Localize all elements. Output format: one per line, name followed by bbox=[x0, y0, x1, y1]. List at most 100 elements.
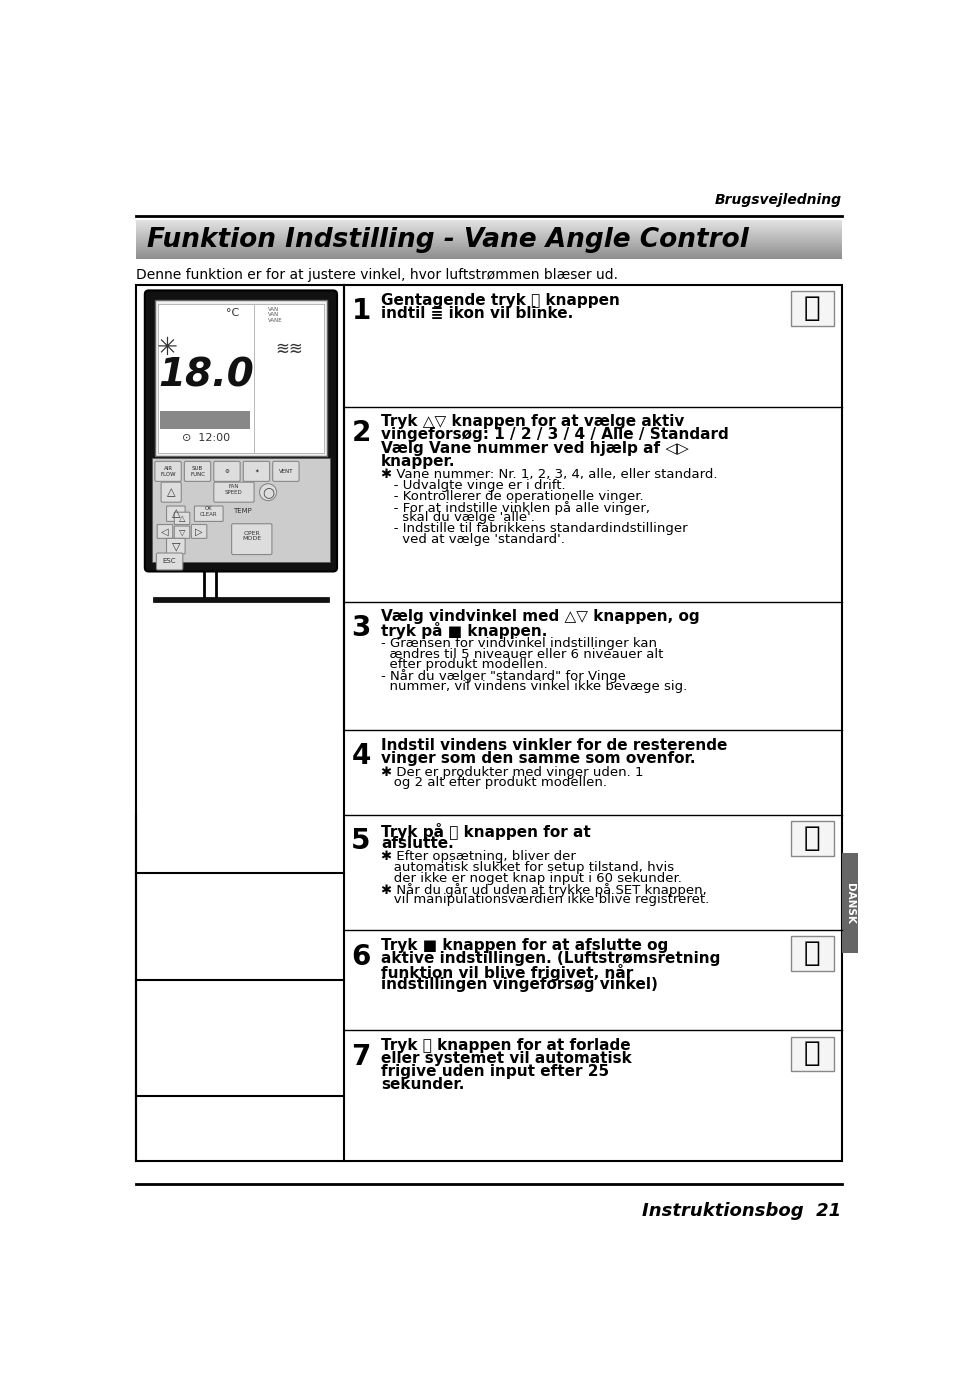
Text: ▽: ▽ bbox=[178, 528, 185, 536]
FancyBboxPatch shape bbox=[184, 462, 211, 482]
Text: AIR
FLOW: AIR FLOW bbox=[160, 466, 175, 477]
Text: afslutte.: afslutte. bbox=[381, 836, 454, 851]
Text: sekunder.: sekunder. bbox=[381, 1078, 464, 1092]
Text: 👆: 👆 bbox=[803, 939, 820, 967]
Text: ESC: ESC bbox=[163, 559, 176, 564]
Circle shape bbox=[259, 483, 276, 501]
Text: △: △ bbox=[172, 508, 180, 519]
Text: knapper.: knapper. bbox=[381, 454, 456, 469]
Text: der ikke er noget knap input i 60 sekunder.: der ikke er noget knap input i 60 sekund… bbox=[381, 872, 681, 885]
Text: vil manipulationsværdien ikke blive registreret.: vil manipulationsværdien ikke blive regi… bbox=[381, 893, 709, 906]
Text: ▷: ▷ bbox=[195, 526, 203, 536]
Text: tryk på ■ knappen.: tryk på ■ knappen. bbox=[381, 622, 547, 640]
Text: FAN
SPEED: FAN SPEED bbox=[225, 484, 243, 496]
FancyBboxPatch shape bbox=[167, 539, 185, 554]
Text: 👆: 👆 bbox=[803, 823, 820, 851]
Text: Brugsvejledning: Brugsvejledning bbox=[714, 193, 841, 207]
Text: OK
CLEAR: OK CLEAR bbox=[199, 505, 217, 517]
Text: funktion vil blive frigivet, når: funktion vil blive frigivet, når bbox=[381, 965, 633, 981]
Text: - Udvalgte vinge er i drift.: - Udvalgte vinge er i drift. bbox=[381, 479, 565, 491]
Bar bbox=[158, 304, 323, 454]
Text: Tryk Ⓔ knappen for at forlade: Tryk Ⓔ knappen for at forlade bbox=[381, 1039, 630, 1053]
Text: 18.0: 18.0 bbox=[158, 357, 253, 395]
Text: ✱ Når du går ud uden at trykke på SET knappen,: ✱ Når du går ud uden at trykke på SET kn… bbox=[381, 882, 706, 896]
Text: vinger som den samme som ovenfor.: vinger som den samme som ovenfor. bbox=[381, 750, 695, 766]
FancyBboxPatch shape bbox=[174, 526, 190, 539]
Bar bbox=[154, 301, 327, 456]
Text: ◁: ◁ bbox=[161, 526, 169, 536]
Text: aktive indstillingen. (Luftstrømsretning: aktive indstillingen. (Luftstrømsretning bbox=[381, 951, 720, 966]
FancyBboxPatch shape bbox=[232, 524, 272, 554]
Bar bbox=[790, 820, 833, 855]
Text: ▽: ▽ bbox=[172, 540, 180, 552]
FancyBboxPatch shape bbox=[213, 462, 240, 482]
Text: automatisk slukket for setup tilstand, hvis: automatisk slukket for setup tilstand, h… bbox=[381, 861, 674, 874]
Text: Gentagende tryk ⓞ knappen: Gentagende tryk ⓞ knappen bbox=[381, 293, 619, 308]
Bar bbox=[790, 1036, 833, 1071]
Bar bbox=[136, 286, 841, 1161]
Text: 4: 4 bbox=[351, 742, 371, 770]
Text: ved at vælge 'standard'.: ved at vælge 'standard'. bbox=[381, 533, 564, 546]
FancyBboxPatch shape bbox=[154, 462, 181, 482]
Text: 👆: 👆 bbox=[803, 294, 820, 322]
Text: △: △ bbox=[178, 514, 185, 522]
Text: ○: ○ bbox=[262, 486, 274, 500]
Bar bbox=[152, 458, 330, 563]
Text: ⊙  12:00: ⊙ 12:00 bbox=[182, 433, 230, 444]
Text: 3: 3 bbox=[351, 613, 371, 641]
Text: ✱ Efter opsætning, bliver der: ✱ Efter opsætning, bliver der bbox=[381, 850, 576, 864]
Text: - For at indstille vinklen på alle vinger,: - For at indstille vinklen på alle vinge… bbox=[381, 501, 650, 515]
Text: Tryk △▽ knappen for at vælge aktiv: Tryk △▽ knappen for at vælge aktiv bbox=[381, 414, 684, 430]
Bar bbox=[152, 596, 329, 602]
Text: - Indstille til fabrikkens standardindstillinger: - Indstille til fabrikkens standardindst… bbox=[381, 522, 687, 535]
FancyBboxPatch shape bbox=[213, 482, 253, 503]
Text: ⚙: ⚙ bbox=[224, 469, 229, 473]
Text: - Kontrollerer de operationelle vinger.: - Kontrollerer de operationelle vinger. bbox=[381, 490, 643, 503]
FancyBboxPatch shape bbox=[192, 525, 207, 539]
Text: Tryk ■ knappen for at afslutte og: Tryk ■ knappen for at afslutte og bbox=[381, 938, 668, 953]
Text: indtil ≣ ikon vil blinke.: indtil ≣ ikon vil blinke. bbox=[381, 305, 573, 321]
FancyBboxPatch shape bbox=[243, 462, 270, 482]
Text: skal du vælge 'alle'.: skal du vælge 'alle'. bbox=[381, 511, 535, 525]
Text: SUB
FUNC: SUB FUNC bbox=[190, 466, 205, 477]
Bar bbox=[158, 304, 253, 454]
Text: DANSK: DANSK bbox=[844, 883, 854, 924]
Text: ≋≋: ≋≋ bbox=[274, 339, 303, 357]
Text: ✱ Vane nummer: Nr. 1, 2, 3, 4, alle, eller standard.: ✱ Vane nummer: Nr. 1, 2, 3, 4, alle, ell… bbox=[381, 468, 717, 482]
FancyBboxPatch shape bbox=[273, 462, 298, 482]
Text: △: △ bbox=[167, 487, 175, 497]
FancyBboxPatch shape bbox=[174, 512, 190, 525]
Text: ✶: ✶ bbox=[253, 469, 258, 473]
Text: ✱ Der er produkter med vinger uden. 1: ✱ Der er produkter med vinger uden. 1 bbox=[381, 766, 643, 778]
Bar bbox=[841, 854, 857, 953]
Text: ændres til 5 niveauer eller 6 niveauer alt: ændres til 5 niveauer eller 6 niveauer a… bbox=[381, 648, 663, 661]
FancyBboxPatch shape bbox=[194, 505, 223, 521]
Text: Vælg vindvinkel med △▽ knappen, og: Vælg vindvinkel med △▽ knappen, og bbox=[381, 609, 700, 624]
Text: - Grænsen for vindvinkel indstillinger kan: - Grænsen for vindvinkel indstillinger k… bbox=[381, 637, 657, 650]
Bar bbox=[253, 304, 323, 454]
Text: 1: 1 bbox=[351, 297, 371, 325]
Text: nummer, vil vindens vinkel ikke bevæge sig.: nummer, vil vindens vinkel ikke bevæge s… bbox=[381, 680, 687, 693]
Text: Vælg Vane nummer ved hjælp af ◁▷: Vælg Vane nummer ved hjælp af ◁▷ bbox=[381, 441, 688, 455]
Text: °C: °C bbox=[226, 308, 239, 318]
Text: 7: 7 bbox=[351, 1043, 371, 1071]
Bar bbox=[790, 291, 833, 326]
Text: frigive uden input efter 25: frigive uden input efter 25 bbox=[381, 1064, 609, 1079]
FancyBboxPatch shape bbox=[161, 482, 181, 503]
Text: efter produkt modellen.: efter produkt modellen. bbox=[381, 658, 547, 672]
FancyBboxPatch shape bbox=[156, 553, 183, 570]
Text: OPER
MODE: OPER MODE bbox=[242, 531, 261, 542]
Text: 6: 6 bbox=[351, 942, 371, 970]
Text: eller systemet vil automatisk: eller systemet vil automatisk bbox=[381, 1051, 631, 1067]
Text: og 2 alt efter produkt modellen.: og 2 alt efter produkt modellen. bbox=[381, 776, 606, 790]
FancyBboxPatch shape bbox=[167, 505, 185, 521]
Text: ✳: ✳ bbox=[156, 336, 177, 360]
Text: VENT: VENT bbox=[278, 469, 293, 473]
Text: 5: 5 bbox=[351, 827, 371, 855]
Text: 2: 2 bbox=[351, 419, 371, 447]
Text: Denne funktion er for at justere vinkel, hvor luftstrømmen blæser ud.: Denne funktion er for at justere vinkel,… bbox=[136, 267, 618, 281]
Text: - Når du vælger "standard" for Vinge: - Når du vælger "standard" for Vinge bbox=[381, 669, 625, 683]
Text: Instruktionsbog  21: Instruktionsbog 21 bbox=[641, 1203, 841, 1221]
Text: vingeforsøg: 1 / 2 / 3 / 4 / Alle / Standard: vingeforsøg: 1 / 2 / 3 / 4 / Alle / Stan… bbox=[381, 427, 728, 442]
Text: Funktion Indstilling - Vane Angle Control: Funktion Indstilling - Vane Angle Contro… bbox=[147, 227, 748, 253]
